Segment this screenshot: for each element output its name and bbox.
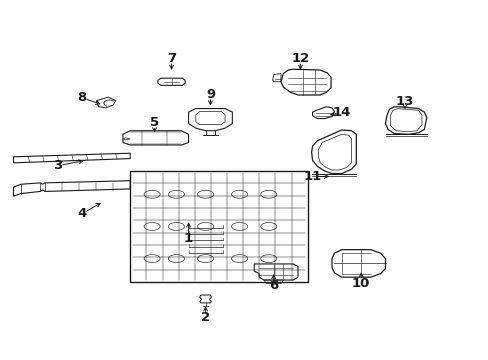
Text: 8: 8 — [77, 91, 86, 104]
Text: 3: 3 — [53, 159, 62, 172]
Text: 11: 11 — [303, 170, 321, 183]
Text: 9: 9 — [205, 88, 215, 101]
Text: 13: 13 — [395, 95, 413, 108]
Text: 1: 1 — [183, 233, 193, 246]
Text: 10: 10 — [351, 277, 369, 290]
Text: 5: 5 — [150, 116, 159, 129]
Text: 2: 2 — [201, 311, 210, 324]
Text: 6: 6 — [268, 279, 278, 292]
Text: 14: 14 — [332, 105, 350, 119]
Text: 7: 7 — [167, 52, 176, 65]
Text: 12: 12 — [291, 52, 309, 65]
Text: 4: 4 — [77, 207, 86, 220]
